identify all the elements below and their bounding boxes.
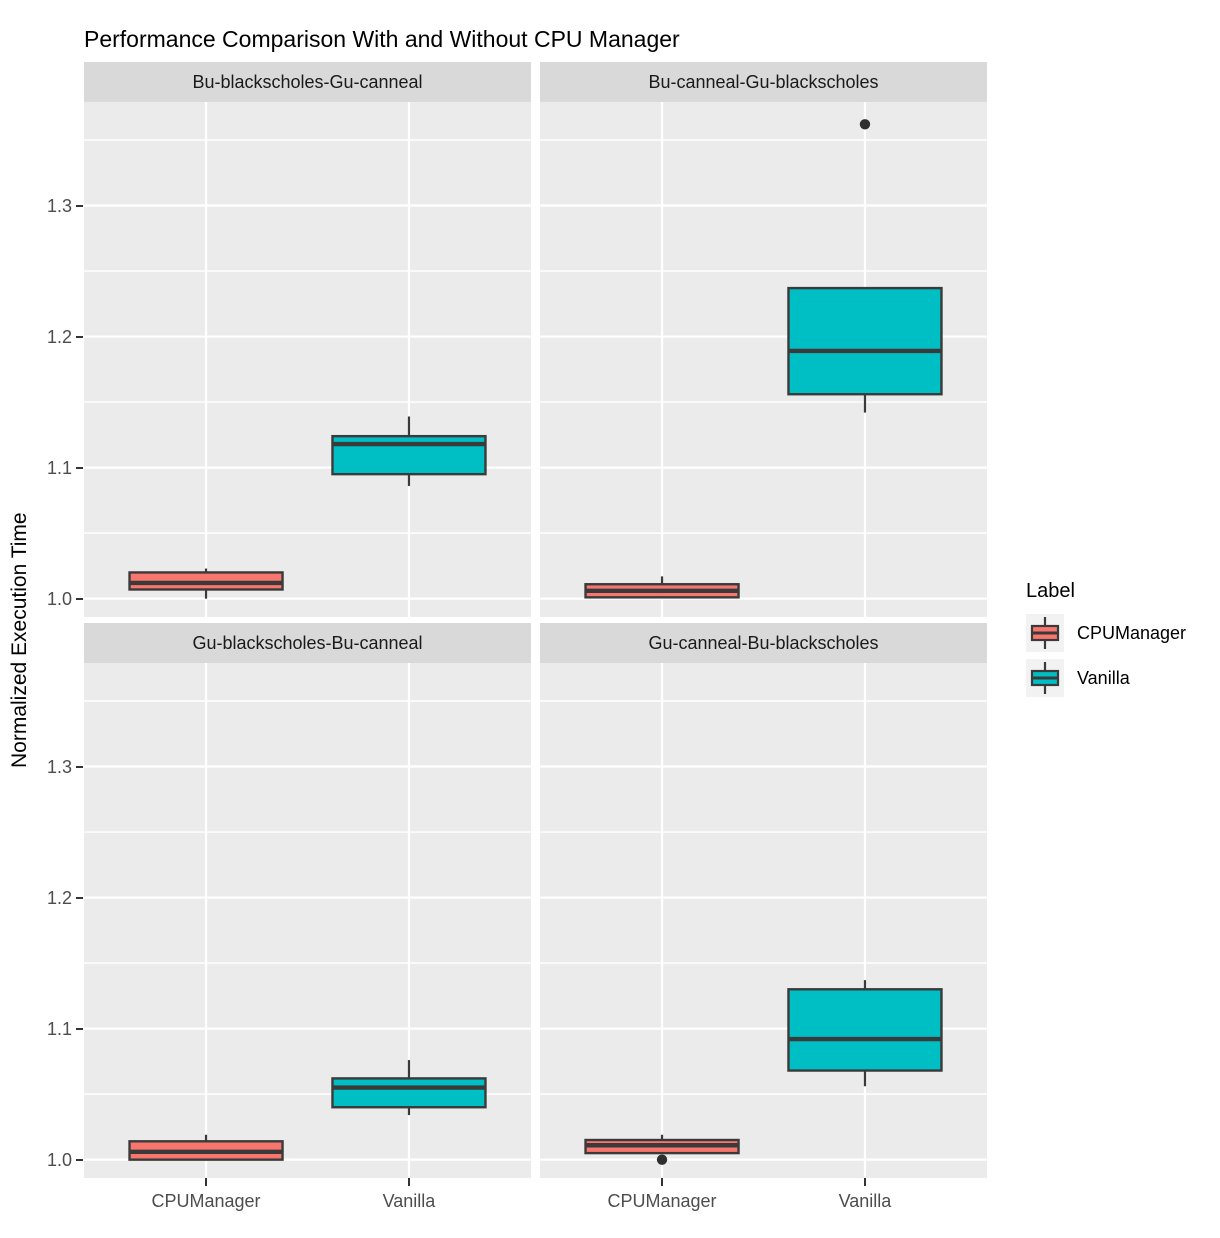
legend: CPUManager Vanilla xyxy=(1026,614,1186,697)
y-tick-label: 1.2 xyxy=(46,326,72,347)
y-tick-label: 1.1 xyxy=(46,457,72,478)
facet-strip-label: Gu-blackscholes-Bu-canneal xyxy=(192,632,423,653)
box xyxy=(787,286,943,396)
facet-strip: Gu-blackscholes-Bu-canneal xyxy=(84,623,531,663)
x-tick-label: CPUManager xyxy=(607,1191,717,1211)
x-tick-label: Vanilla xyxy=(382,1191,436,1211)
panel-canvas xyxy=(84,102,531,617)
y-tick-mark xyxy=(76,466,83,469)
panel-canvas xyxy=(84,663,531,1178)
panel-canvas xyxy=(540,102,987,617)
box xyxy=(331,1077,487,1109)
boxplot-vanilla xyxy=(787,980,943,1087)
boxplot-cpumanager xyxy=(584,1134,740,1165)
boxplot-vanilla xyxy=(331,1060,487,1116)
boxplot-vanilla xyxy=(331,416,487,486)
panel-canvas xyxy=(540,663,987,1178)
y-tick-mark xyxy=(76,1027,83,1030)
outlier-point xyxy=(656,1154,668,1165)
x-tick-label: CPUManager xyxy=(151,1191,261,1211)
facet-strip-label: Gu-canneal-Bu-blackscholes xyxy=(648,632,879,653)
facet-strip: Bu-blackscholes-Gu-canneal xyxy=(84,62,531,102)
y-tick-mark xyxy=(76,765,83,768)
legend-item: Vanilla xyxy=(1026,659,1186,697)
facet-strip: Gu-canneal-Bu-blackscholes xyxy=(540,623,987,663)
legend-key xyxy=(1026,659,1064,697)
chart-title: Performance Comparison With and Without … xyxy=(84,26,680,52)
y-tick-mark xyxy=(76,1158,83,1161)
facet-panel xyxy=(84,663,531,1178)
legend-item-label: Vanilla xyxy=(1077,667,1130,688)
facet-strip-label: Bu-blackscholes-Gu-canneal xyxy=(192,71,423,92)
x-tick-mark xyxy=(407,1178,410,1186)
x-tick-mark xyxy=(205,1178,208,1186)
boxplot-vanilla xyxy=(787,119,943,413)
x-tick-mark xyxy=(863,1178,866,1186)
y-tick-mark xyxy=(76,597,83,600)
facet-strip: Bu-canneal-Gu-blackscholes xyxy=(540,62,987,102)
facet-panel xyxy=(540,663,987,1178)
x-tick-mark xyxy=(661,1178,664,1186)
legend-title: Label xyxy=(1026,580,1075,602)
legend-key xyxy=(1026,614,1064,652)
y-tick-mark xyxy=(76,204,83,207)
boxplot-cpumanager xyxy=(128,568,284,599)
y-tick-label: 1.3 xyxy=(46,195,72,216)
y-tick-label: 1.3 xyxy=(46,756,72,777)
y-axis-title: Normalized Execution Time xyxy=(8,512,31,768)
box xyxy=(787,988,943,1072)
legend-item: CPUManager xyxy=(1026,614,1186,652)
boxplot-cpumanager xyxy=(128,1134,284,1161)
y-tick-mark xyxy=(76,896,83,899)
y-tick-label: 1.0 xyxy=(46,1149,72,1170)
facet-panel xyxy=(84,102,531,617)
boxplot-glyph-icon xyxy=(1030,662,1060,694)
y-tick-mark xyxy=(76,335,83,338)
facet-panel xyxy=(540,102,987,617)
x-tick-label: Vanilla xyxy=(838,1191,892,1211)
y-tick-label: 1.2 xyxy=(46,887,72,908)
boxplot-glyph-icon xyxy=(1030,617,1060,649)
legend-item-label: CPUManager xyxy=(1077,622,1187,643)
facet-strip-label: Bu-canneal-Gu-blackscholes xyxy=(648,71,879,92)
y-tick-label: 1.1 xyxy=(46,1018,72,1039)
y-tick-label: 1.0 xyxy=(46,588,72,609)
outlier-point xyxy=(859,119,871,130)
boxplot-cpumanager xyxy=(584,576,740,599)
